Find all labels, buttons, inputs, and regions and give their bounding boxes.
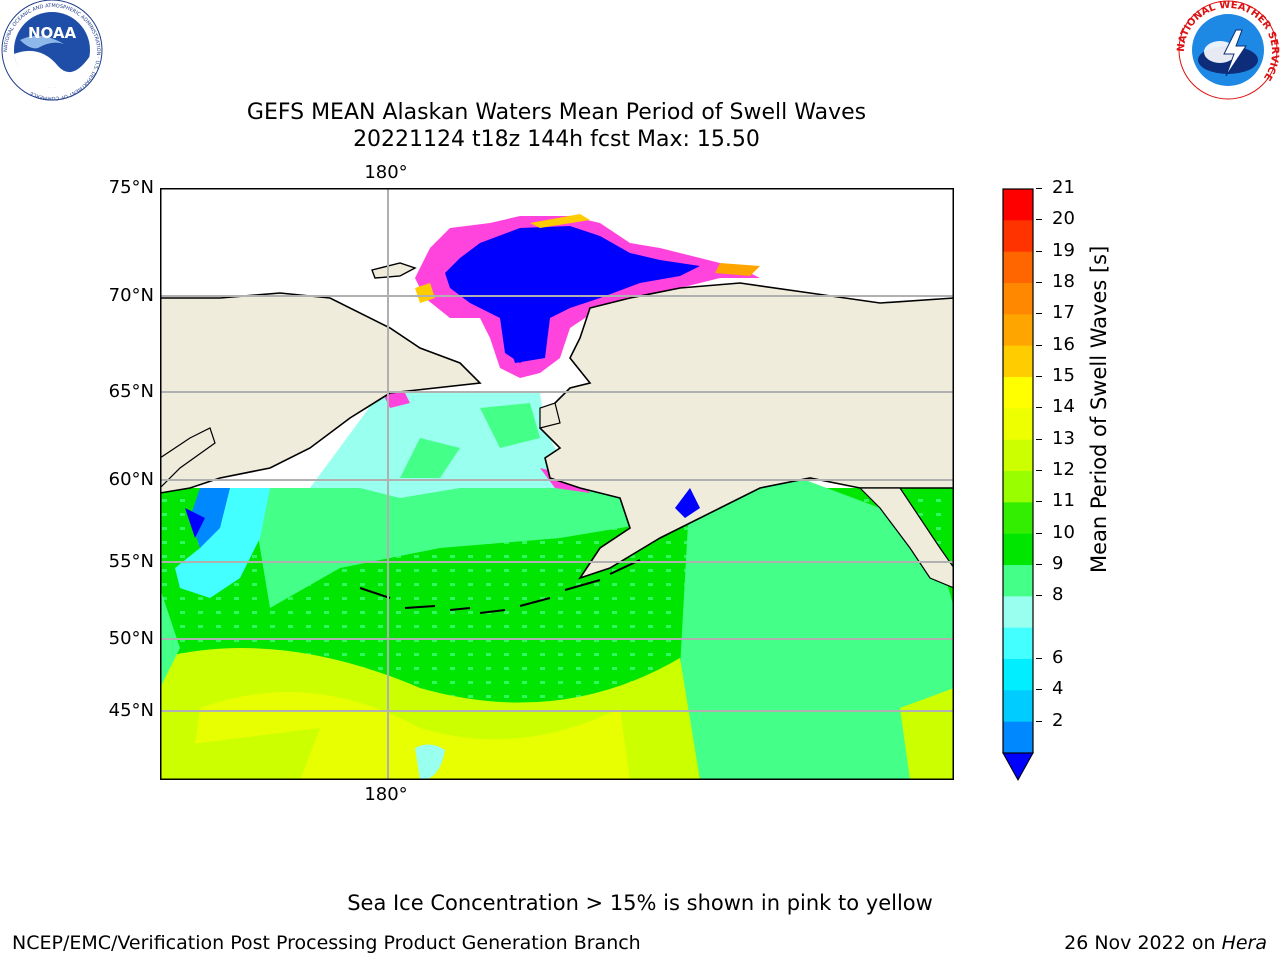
colorbar-title: Mean Period of Swell Waves [s]	[1087, 245, 1111, 573]
footer-date: 26 Nov 2022 on Hera	[1064, 932, 1267, 954]
colorbar-block	[1003, 690, 1033, 723]
colorbar-block	[1003, 721, 1033, 754]
colorbar-block	[1003, 251, 1033, 284]
colorbar-block	[1003, 565, 1033, 597]
colorbar-tick-label: 12	[1052, 459, 1075, 480]
lat-label-45n: 45°N	[108, 700, 154, 721]
lon-label-bottom: 180°	[364, 784, 408, 805]
colorbar-tick-mark	[1036, 658, 1042, 659]
nws-logo: NATIONAL WEATHER SERVICE	[1176, 0, 1280, 100]
colorbar-tick-label: 2	[1052, 709, 1064, 731]
noaa-logo: NOAA NATIONAL OCEANIC AND ATMOSPHERIC AD…	[1, 0, 103, 101]
colorbar-tick-mark	[1036, 501, 1042, 503]
swell-field-bering-south	[250, 483, 680, 608]
swell-field-gulf-alaska	[680, 478, 954, 780]
lat-label-50n: 50°N	[108, 628, 154, 649]
colorbar-block	[1003, 502, 1033, 535]
colorbar-tick-label: 15	[1052, 365, 1075, 386]
colorbar-block	[1003, 533, 1033, 566]
footer-credit: NCEP/EMC/Verification Post Processing Pr…	[12, 932, 641, 954]
graticule	[160, 188, 954, 780]
sea-ice-note: Sea Ice Concentration > 15% is shown in …	[347, 891, 933, 915]
colorbar-block	[1003, 314, 1033, 347]
colorbar-tick-mark	[1036, 188, 1042, 189]
colorbar-tick-label: 4	[1052, 678, 1064, 700]
lon-label-top: 180°	[364, 162, 408, 183]
colorbar-tick-mark	[1036, 282, 1042, 283]
plot-title: GEFS MEAN Alaskan Waters Mean Period of …	[246, 100, 867, 125]
colorbar-tick-label: 18	[1052, 271, 1075, 292]
map-panel	[160, 188, 954, 780]
colorbar-tick-mark	[1036, 376, 1042, 377]
colorbar-tick-label: 11	[1052, 490, 1075, 512]
land-kamchatka	[160, 427, 216, 489]
colorbar-tick-mark	[1036, 564, 1042, 565]
lat-label-60n: 60°N	[108, 469, 154, 490]
colorbar-block	[1003, 220, 1033, 253]
lat-label-65n: 65°N	[108, 381, 154, 402]
colorbar-tick-label: 8	[1052, 584, 1064, 606]
colorbar-block	[1003, 189, 1033, 221]
colorbar-block	[1003, 596, 1033, 629]
colorbar-block	[1003, 345, 1033, 378]
colorbar-tick-mark	[1036, 470, 1042, 471]
colorbar-tick-label: 6	[1052, 647, 1064, 668]
colorbar	[1002, 188, 1034, 782]
land-wrangel-island	[371, 262, 417, 279]
footer-machine: Hera	[1221, 932, 1267, 954]
footer-date-text: 26 Nov 2022 on	[1064, 932, 1222, 954]
colorbar-tick-label: 20	[1052, 208, 1075, 230]
colorbar-block	[1003, 377, 1033, 409]
colorbar-tick-label: 9	[1052, 553, 1064, 574]
colorbar-block	[1003, 659, 1033, 691]
colorbar-block	[1003, 627, 1033, 660]
colorbar-tick-mark	[1036, 595, 1042, 597]
colorbar-block	[1003, 408, 1033, 441]
colorbar-tick-label: 19	[1052, 239, 1075, 261]
colorbar-tick-label: 16	[1052, 333, 1075, 355]
colorbar-tick-mark	[1036, 219, 1042, 221]
aleutian-islands	[359, 559, 641, 614]
colorbar-tick-mark	[1036, 250, 1042, 252]
swell-field-west-bering	[175, 488, 270, 598]
colorbar-tick-label: 10	[1052, 521, 1075, 543]
colorbar-tick-mark	[1036, 720, 1042, 722]
colorbar-tick-mark	[1036, 438, 1042, 440]
colorbar-tick-mark	[1036, 532, 1042, 534]
colorbar-block	[1003, 439, 1033, 472]
noaa-logo-text: NOAA	[28, 24, 77, 42]
land-alaska	[538, 282, 954, 580]
colorbar-tick-label: 14	[1052, 396, 1075, 418]
lat-label-70n: 70°N	[108, 285, 154, 306]
colorbar-tick-label: 13	[1052, 427, 1075, 449]
plot-subtitle: 20221124 t18z 144h fcst Max: 15.50	[353, 127, 760, 152]
colorbar-tick-label: 17	[1052, 302, 1075, 324]
colorbar-tick-mark	[1036, 689, 1042, 691]
colorbar-block	[1003, 283, 1033, 315]
colorbar-tick-mark	[1036, 407, 1042, 409]
colorbar-tick-mark	[1036, 344, 1042, 346]
colorbar-block	[1003, 471, 1033, 503]
colorbar-tick-label: 21	[1052, 177, 1075, 198]
colorbar-tick-mark	[1036, 313, 1042, 315]
lat-label-55n: 55°N	[108, 551, 154, 572]
map-frame	[160, 188, 954, 780]
lat-label-75n: 75°N	[108, 177, 154, 198]
